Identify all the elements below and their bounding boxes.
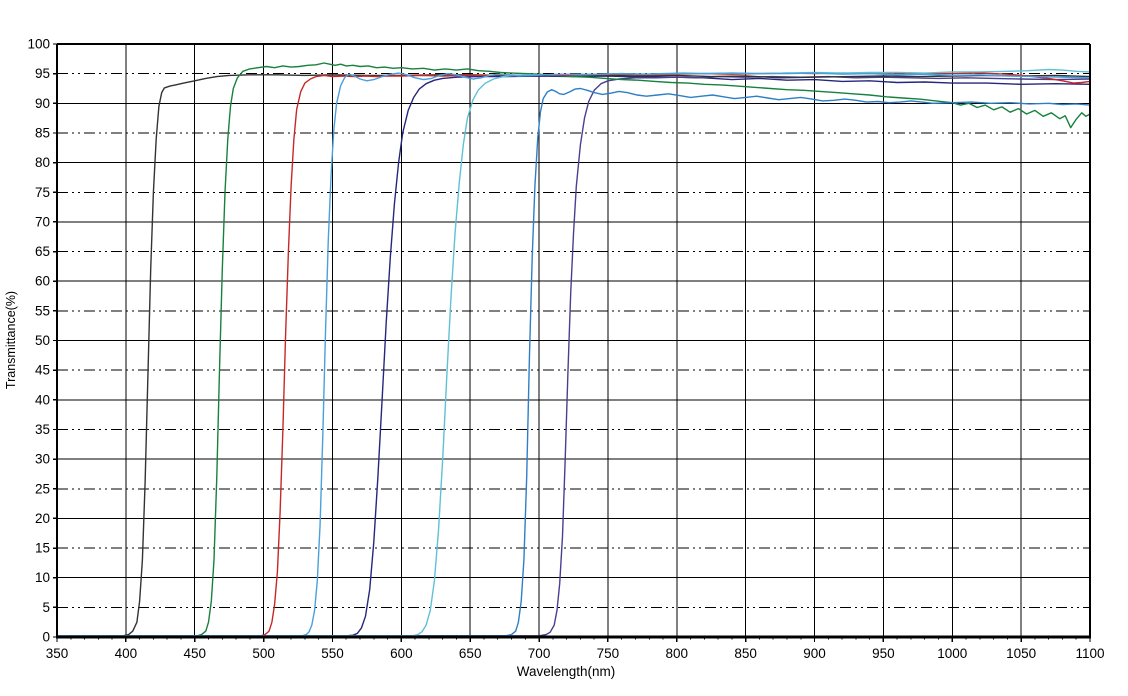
y-tick-label: 65 (35, 244, 50, 259)
y-tick-label: 80 (35, 155, 50, 170)
series-long-pass-cut-on-470-nm (56, 62, 1091, 637)
grid-lines (57, 44, 1090, 637)
x-tick-label: 600 (390, 646, 413, 661)
y-axis-title: Transmittance(%) (4, 291, 18, 389)
y-tick-label: 70 (35, 214, 50, 229)
x-tick-label: 800 (666, 646, 689, 661)
y-tick-label: 50 (35, 333, 50, 348)
x-tick-label: 750 (597, 646, 620, 661)
y-tick-label: 45 (35, 363, 50, 378)
y-tick-label: 60 (35, 274, 50, 289)
x-tick-label: 850 (734, 646, 757, 661)
series-long-pass-cut-on-575-nm (56, 75, 1091, 637)
x-tick-label: 400 (115, 646, 138, 661)
x-tick-label: 650 (459, 646, 482, 661)
y-tick-label: 35 (35, 422, 50, 437)
x-tick-label: 550 (321, 646, 344, 661)
x-tick-label: 1100 (1075, 646, 1104, 661)
tick-labels: 350 400 450 500 550 600 650 700 750 800 850 900 950 1… (27, 37, 1104, 662)
x-tick-label: 700 (528, 646, 551, 661)
y-tick-label: 0 (42, 630, 50, 645)
y-tick-label: 20 (35, 511, 50, 526)
y-tick-label: 15 (35, 541, 50, 556)
y-tick-label: 90 (35, 96, 50, 111)
x-tick-label: 350 (46, 646, 69, 661)
x-tick-label: 1000 (937, 646, 967, 661)
curve-series (56, 62, 1091, 637)
series-long-pass-cut-on-625-nm (56, 68, 1091, 637)
y-tick-label: 75 (35, 185, 50, 200)
series-long-pass-cut-on-715-nm (56, 75, 1091, 637)
y-tick-label: 55 (35, 303, 50, 318)
y-tick-label: 95 (35, 66, 50, 81)
x-tick-label: 1050 (1006, 646, 1036, 661)
y-tick-label: 10 (35, 570, 50, 585)
y-tick-label: 85 (35, 125, 50, 140)
series-long-pass-cut-on-695-nm (56, 87, 1091, 637)
series-long-pass-cut-on-420-nm (56, 74, 1091, 637)
y-tick-label: 100 (27, 37, 50, 52)
x-tick-label: 500 (252, 646, 275, 661)
x-tick-label: 900 (803, 646, 826, 661)
x-tick-label: 450 (183, 646, 206, 661)
y-tick-label: 25 (35, 481, 50, 496)
y-tick-label: 30 (35, 452, 50, 467)
axis-ticks (53, 43, 1091, 642)
series-long-pass-cut-on-515-nm (56, 72, 1091, 637)
x-tick-label: 950 (872, 646, 895, 661)
y-tick-label: 5 (42, 600, 50, 615)
series-long-pass-cut-on-545-nm (56, 72, 1091, 637)
x-axis-title: Wavelength(nm) (517, 664, 616, 679)
y-tick-label: 40 (35, 392, 50, 407)
